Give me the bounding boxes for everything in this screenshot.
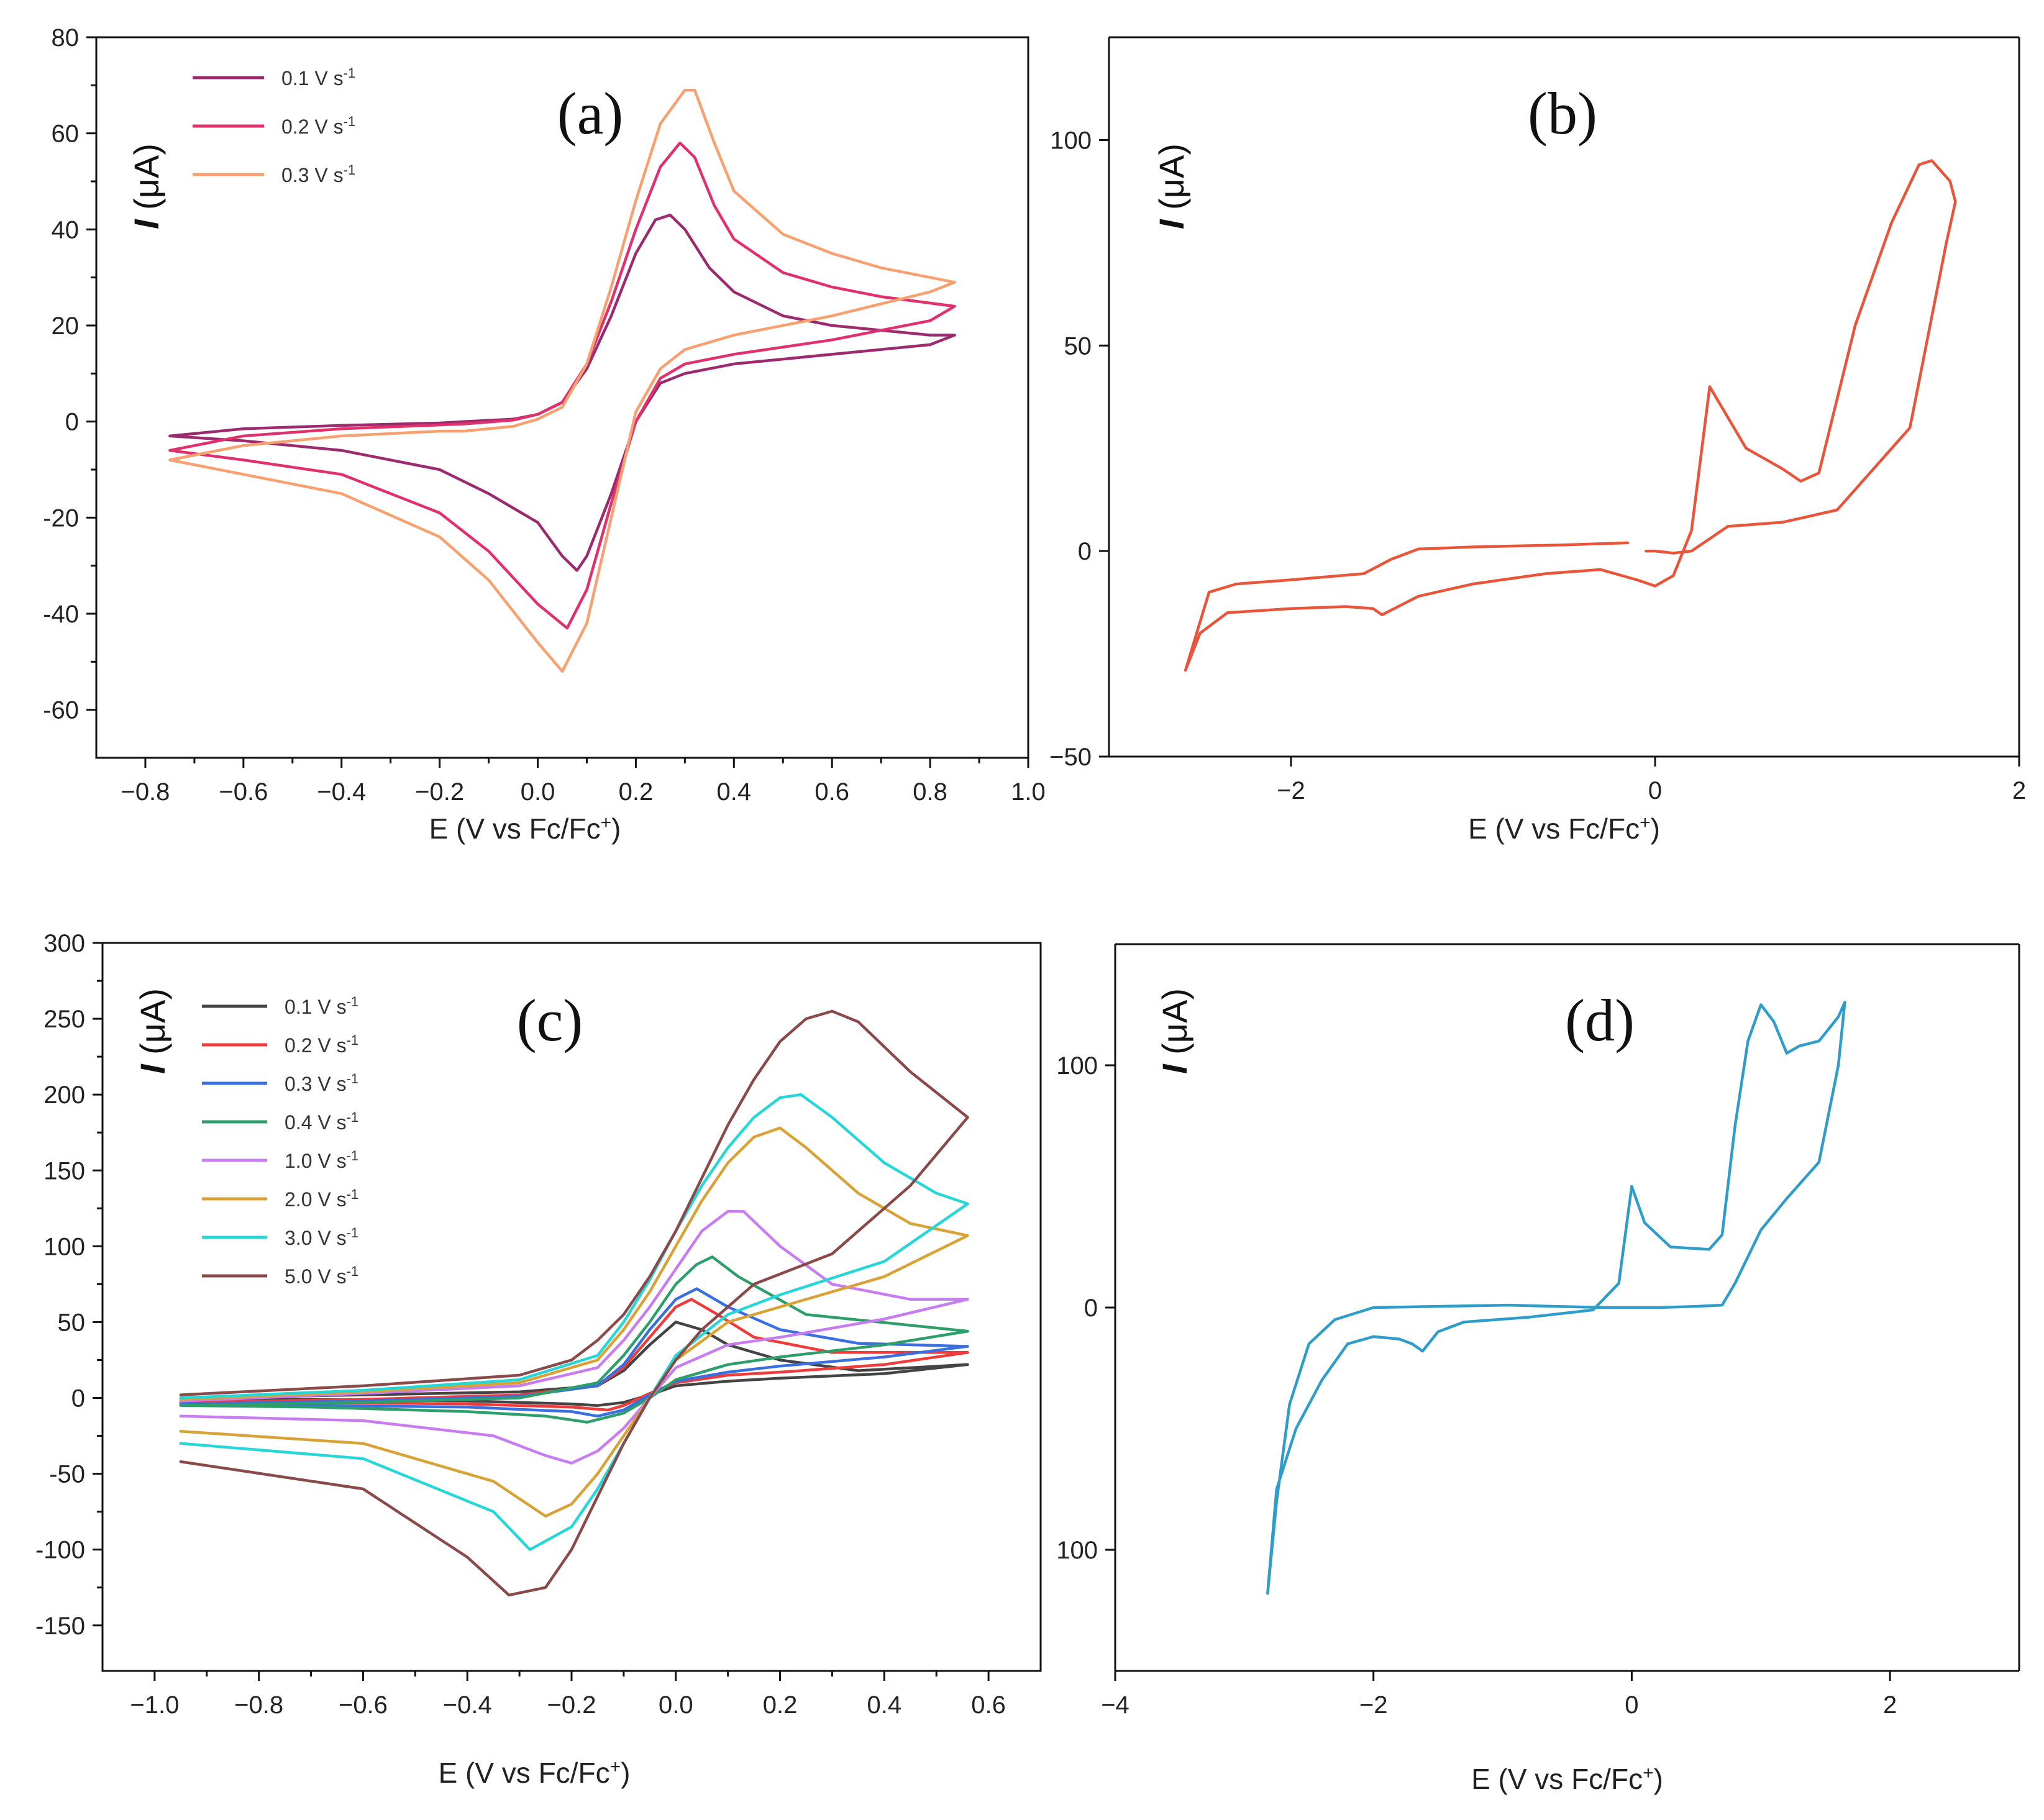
legend: 0.1 V s-1 0.2 V s-1 0.3 V s-1 0.4 V s-1 1.0 … [202,994,358,1288]
legend-entry: 0.2 V s-1 [281,114,355,139]
y-tick-label: 0 [71,1385,85,1413]
y-axis-title: I (μA) [1152,143,1191,229]
series-line-1 [1266,1001,1846,1595]
x-tick-label: 0 [1648,777,1662,804]
y-tick-label: 50 [1064,332,1092,360]
legend-entry: 0.1 V s-1 [285,994,358,1019]
x-tick-label: −0.6 [339,1691,388,1719]
x-tick-label: −0.2 [415,778,464,806]
y-tick-label: 250 [43,1006,85,1033]
x-tick-label: −0.2 [547,1691,596,1719]
x-tick-label: 0.8 [913,778,947,806]
series-line-1 [168,213,956,572]
y-tick-label: -20 [43,504,79,532]
y-tick-label: -100 [35,1537,85,1564]
y-tick-label: 40 [52,216,80,243]
series-line-1 [179,1321,969,1407]
x-axis-title: E (V vs Fc/Fc+) [429,812,621,845]
x-tick-label: 0.0 [521,778,555,806]
x-tick-label: 0.2 [619,778,654,806]
y-axis-title: I (μA) [1155,988,1194,1074]
x-tick-label: 0.4 [717,778,752,806]
x-tick-label: −2 [1277,777,1305,804]
series-line-3 [168,88,956,673]
legend-entry: 0.2 V s-1 [285,1032,358,1057]
y-tick-label: 0 [1078,538,1092,565]
y-tick-label: 0 [65,409,79,436]
series-line-4 [179,1255,969,1424]
x-tick-label: 0.6 [814,778,849,806]
y-tick-label: 100 [1056,1537,1098,1564]
x-tick-label: −0.6 [219,778,268,806]
x-tick-label: 2 [1883,1691,1897,1719]
x-tick-label: 0 [1625,1691,1638,1719]
chart-panel-b: −2 0 2 −50 0 50 100 E (V vs Fc/Fc+) I (μA) (b) [1049,36,2026,845]
series-line-7 [179,1093,969,1551]
y-tick-label: 100 [1056,1052,1098,1080]
panel-label: (c) [517,987,583,1053]
x-tick-label: −0.4 [443,1691,492,1719]
x-axis-title: E (V vs Fc/Fc+) [1468,812,1660,845]
panel-label: (d) [1565,987,1635,1053]
y-tick-label: 100 [43,1233,85,1260]
y-axis-title: I (μA) [127,143,166,229]
y-tick-label: 80 [52,24,80,52]
panel-label: (b) [1528,80,1597,147]
legend-entry: 0.3 V s-1 [285,1071,358,1096]
legend-entry: 1.0 V s-1 [285,1148,358,1173]
y-tick-label: 100 [1050,127,1092,154]
legend: 0.1 V s-1 0.2 V s-1 0.3 V s-1 [193,65,355,187]
y-tick-label: -60 [43,697,79,724]
x-tick-label: 0.2 [763,1691,798,1719]
legend-entry: 5.0 V s-1 [285,1263,358,1288]
x-tick-label: −4 [1101,1691,1129,1719]
x-tick-label: 0.6 [971,1691,1006,1719]
x-axis-title: E (V vs Fc/Fc+) [439,1757,631,1790]
panel-label: (a) [557,80,624,147]
series-line-8 [179,1009,969,1597]
y-tick-label: 50 [58,1309,86,1336]
x-axis-title: E (V vs Fc/Fc+) [1471,1763,1663,1796]
series-line-2 [168,141,956,630]
legend-entry: 0.4 V s-1 [285,1109,358,1134]
series-line-5 [179,1209,969,1465]
x-tick-label: −2 [1359,1691,1388,1719]
series-line-3 [179,1287,969,1418]
y-tick-label: 150 [43,1157,85,1185]
y-tick-label: 0 [1084,1294,1098,1322]
x-tick-label: 2 [2012,777,2026,804]
chart-panel-d: −4 −2 0 2 100 0 100 E (V vs Fc/Fc+) I (μA) (d) [1056,943,2020,1796]
y-tick-label: -40 [43,601,79,628]
legend-entry: 3.0 V s-1 [285,1225,358,1250]
legend-entry: 2.0 V s-1 [285,1186,358,1211]
y-axis-title: I (μA) [133,988,172,1074]
y-tick-label: 300 [43,930,85,957]
x-tick-label: −0.8 [121,778,170,806]
series-line-6 [179,1126,969,1518]
y-tick-label: -50 [49,1461,85,1488]
y-tick-label: -150 [35,1613,85,1640]
y-tick-label: 20 [52,312,80,340]
x-tick-label: 0.4 [867,1691,902,1719]
y-tick-label: −50 [1049,744,1092,771]
x-tick-label: −0.8 [234,1691,283,1719]
series-line-1 [1184,159,1957,672]
plot-frame [95,36,1029,759]
legend-entry: 0.3 V s-1 [281,162,355,187]
x-tick-label: 1.0 [1011,778,1046,806]
y-tick-label: 200 [43,1081,85,1109]
x-tick-label: −0.4 [317,778,366,806]
chart-panel-c: −1.0 −0.8 −0.6 −0.4 −0.2 0.0 0.2 0.4 0.6 -150 -100… [35,930,1042,1790]
y-tick-label: 60 [52,121,80,148]
x-tick-label: −1.0 [130,1691,179,1719]
x-tick-label: 0.0 [659,1691,693,1719]
legend-entry: 0.1 V s-1 [281,65,355,90]
series-line-2 [179,1298,969,1412]
chart-panel-a: −0.8 −0.6 −0.4 −0.2 0.0 0.2 0.4 0.6 0.8 1.0 -60 -40… [43,24,1046,845]
